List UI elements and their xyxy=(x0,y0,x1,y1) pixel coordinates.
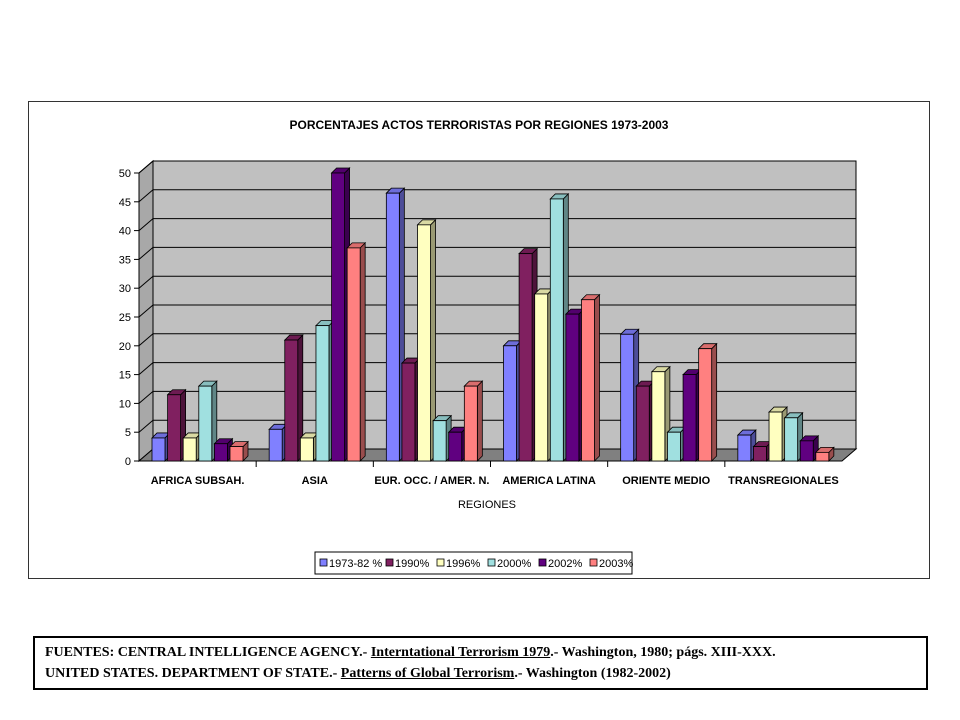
y-tick-label: 10 xyxy=(119,398,131,410)
bar xyxy=(463,385,478,462)
gridline-side xyxy=(138,333,154,347)
y-tick-label: 40 xyxy=(119,226,131,238)
sources-line-1: FUENTES: CENTRAL INTELLIGENCE AGENCY.- I… xyxy=(45,642,916,663)
sources-line-2-tail: .- Washington (1982-2002) xyxy=(514,666,671,681)
bar xyxy=(284,339,299,462)
bar xyxy=(682,374,697,462)
y-tick-label: 0 xyxy=(125,456,131,468)
bar xyxy=(346,247,361,462)
legend-label: 1996% xyxy=(446,558,480,570)
bar xyxy=(565,313,580,462)
legend-box xyxy=(314,551,633,575)
gridline-side xyxy=(138,362,154,375)
bar xyxy=(549,198,564,462)
category-label: AFRICA SUBSAH. xyxy=(151,475,245,487)
bar xyxy=(620,333,635,462)
bar xyxy=(229,446,244,462)
bar xyxy=(448,431,463,462)
bar xyxy=(667,431,681,462)
sources-box: FUENTES: CENTRAL INTELLIGENCE AGENCY.- I… xyxy=(33,636,928,690)
bar-side xyxy=(594,293,600,462)
bar xyxy=(331,172,345,462)
bar xyxy=(753,446,767,462)
gridline-side xyxy=(138,189,154,203)
chart-container: 0 5 10 15 20 25 30 35 40 45 50 AFRICA SUBSAH. ASIA EU… xyxy=(28,101,930,579)
bar xyxy=(799,440,814,462)
bar xyxy=(299,437,314,462)
legend-label: 1990% xyxy=(395,558,429,570)
gridline-side xyxy=(138,304,154,318)
bar xyxy=(182,437,197,462)
bar xyxy=(432,420,447,462)
legend-swatch xyxy=(589,558,598,567)
bar xyxy=(385,192,400,462)
y-tick-label: 30 xyxy=(119,283,131,295)
gridline-side xyxy=(138,160,154,174)
bar-side xyxy=(711,342,718,462)
bar xyxy=(534,293,549,462)
gridline-side xyxy=(138,419,154,433)
gridline-side xyxy=(138,275,154,289)
gridline-side xyxy=(138,218,154,231)
legend-swatch xyxy=(538,558,547,567)
bar-chart: 0 5 10 15 20 25 30 35 40 45 50 AFRICA SUBSAH. ASIA EU… xyxy=(119,118,858,575)
bar-side xyxy=(476,380,483,462)
y-tick-label: 35 xyxy=(119,254,131,266)
bar xyxy=(198,385,213,462)
bar xyxy=(737,434,752,462)
gridline-side xyxy=(138,247,154,260)
bar xyxy=(151,437,166,462)
category-label: EUR. OCC. / AMER. N. xyxy=(374,475,489,487)
category-label: AMERICA LATINA xyxy=(502,475,596,487)
legend-swatch xyxy=(436,558,445,567)
y-tick-label: 20 xyxy=(119,341,131,353)
bar xyxy=(315,325,330,462)
legend-swatch xyxy=(487,558,496,567)
bar xyxy=(768,411,783,462)
bar xyxy=(698,348,713,462)
sources-line-1-tail: .- Washington, 1980; págs. XIII-XXX. xyxy=(550,645,776,660)
bar xyxy=(213,443,228,462)
y-tick-label: 45 xyxy=(119,197,131,209)
bar xyxy=(815,451,830,462)
bar xyxy=(401,362,416,462)
gridline-side xyxy=(138,391,154,404)
y-tick-label: 5 xyxy=(125,427,131,439)
legend-label: 2003% xyxy=(599,558,633,570)
bar xyxy=(417,224,431,462)
legend-label: 1973-82 % xyxy=(329,558,382,570)
category-label: ORIENTE MEDIO xyxy=(622,475,710,487)
category-label: ASIA xyxy=(302,475,328,487)
bar xyxy=(167,394,182,462)
bar xyxy=(581,299,595,462)
sources-line-2: UNITED STATES. DEPARTMENT OF STATE.- Pat… xyxy=(45,663,916,684)
source-title-state: Patterns of Global Terrorism xyxy=(340,666,515,681)
y-tick-label: 25 xyxy=(119,312,131,324)
bar xyxy=(503,345,517,462)
x-axis-label: REGIONES xyxy=(458,499,516,511)
category-label: TRANSREGIONALES xyxy=(728,475,839,487)
bar xyxy=(268,428,283,462)
sources-line-2-text: UNITED STATES. DEPARTMENT OF STATE.- xyxy=(45,666,341,681)
bar xyxy=(651,371,666,462)
bar xyxy=(518,253,533,462)
legend-swatch xyxy=(319,558,328,567)
legend-swatch xyxy=(385,558,394,567)
bar xyxy=(784,417,799,462)
bar xyxy=(635,385,650,462)
sources-line-1-text: FUENTES: CENTRAL INTELLIGENCE AGENCY.- xyxy=(45,645,371,660)
legend-label: 2000% xyxy=(497,558,531,570)
y-tick-label: 15 xyxy=(119,370,131,382)
chart-title: PORCENTAJES ACTOS TERRORISTAS POR REGION… xyxy=(290,118,669,132)
bar-side xyxy=(359,241,366,462)
y-tick-label: 50 xyxy=(119,168,131,180)
legend-label: 2002% xyxy=(548,558,582,570)
source-title-cia: Interntational Terrorism 1979 xyxy=(370,645,551,660)
